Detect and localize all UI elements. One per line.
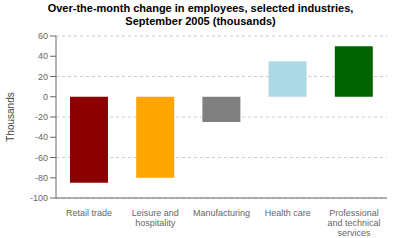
svg-text:-100: -100 [30,193,48,203]
svg-text:40: 40 [38,51,48,61]
svg-text:Health care: Health care [265,208,311,218]
html-text:Over-the-month change in emplo: Over-the-month change in employees, sele… [47,2,354,27]
svg-text:-40: -40 [35,132,48,142]
svg-text:20: 20 [38,72,48,82]
svg-text:Leisure andhospitality: Leisure andhospitality [132,208,179,228]
svg-text:Thousands: Thousands [8,92,16,141]
svg-text:-60: -60 [35,153,48,163]
svg-text:Professionaland technicalservi: Professionaland technicalservices [327,208,380,238]
svg-text:-20: -20 [35,112,48,122]
svg-text:Retail trade: Retail trade [66,208,112,218]
svg-text:60: 60 [38,31,48,41]
svg-text:-80: -80 [35,173,48,183]
svg-text:0: 0 [43,92,48,102]
svg-text:Manufacturing: Manufacturing [193,208,250,218]
